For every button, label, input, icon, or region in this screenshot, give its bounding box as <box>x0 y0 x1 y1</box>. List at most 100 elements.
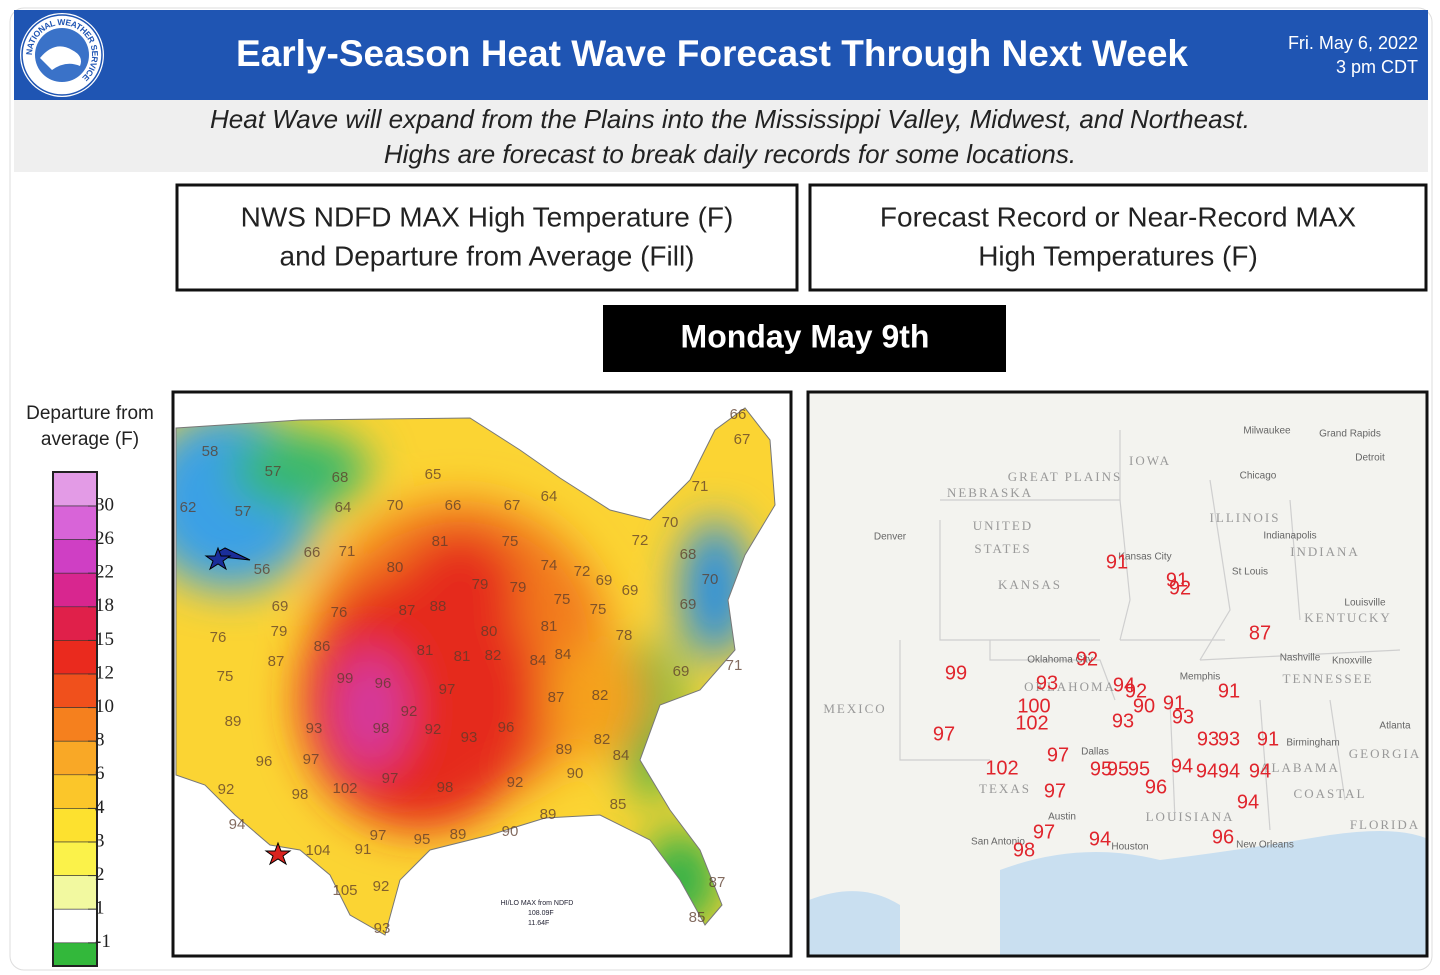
temperature-label: 72 <box>574 563 591 580</box>
date: Fri. May 6, 2022 <box>1288 33 1418 53</box>
city-label: Oklahoma City <box>1027 655 1093 666</box>
region-label: INDIANA <box>1290 544 1360 559</box>
legend-label: 22 <box>95 562 114 583</box>
temperature-label: 97 <box>303 751 320 768</box>
temperature-label: 91 <box>355 841 372 858</box>
legend-label: 3 <box>95 830 105 851</box>
temperature-label: 98 <box>437 779 454 796</box>
region-label: MEXICO <box>823 701 886 716</box>
temperature-label: 71 <box>339 543 356 560</box>
record-temperature: 91 <box>1106 551 1128 573</box>
legend-label: 1 <box>95 898 105 919</box>
time: 3 pm CDT <box>1336 57 1418 77</box>
legend-swatch <box>52 673 98 708</box>
temperature-label: 92 <box>218 781 235 798</box>
region-label: NEBRASKA <box>947 485 1033 500</box>
temperature-label: 80 <box>387 559 404 576</box>
temperature-label: 75 <box>217 668 234 685</box>
record-temperature: 93 <box>1112 710 1134 732</box>
record-temperature: 94 <box>1089 828 1111 850</box>
legend-label: 2 <box>95 864 105 885</box>
temperature-label: 56 <box>254 561 271 578</box>
record-temperature: 95 <box>1107 758 1129 780</box>
temperature-label: 84 <box>613 747 630 764</box>
map-note: 108.09F <box>528 910 554 917</box>
temperature-label: 97 <box>382 770 399 787</box>
region-label: STATES <box>974 541 1031 556</box>
temperature-label: 102 <box>332 780 357 797</box>
temperature-label: 57 <box>265 463 282 480</box>
temperature-label: 92 <box>425 721 442 738</box>
record-temperature: 102 <box>1015 712 1048 734</box>
temperature-label: 84 <box>555 646 572 663</box>
panel-title: NWS NDFD MAX High Temperature (F) <box>241 201 734 232</box>
legend-frame <box>52 471 98 967</box>
temperature-label: 81 <box>417 642 434 659</box>
record-temperature: 93 <box>1218 728 1240 750</box>
legend-title: average (F) <box>41 429 139 450</box>
temperature-label: 67 <box>734 431 751 448</box>
legend-swatch <box>52 640 98 675</box>
legend-swatch <box>52 707 98 742</box>
panel-title-box <box>808 183 1428 292</box>
temperature-label: 75 <box>590 601 607 618</box>
subtitle: Heat Wave will expand from the Plains in… <box>210 104 1250 134</box>
temperature-label: 75 <box>502 533 519 550</box>
temperature-label: 78 <box>616 627 633 644</box>
temperature-label: 97 <box>439 681 456 698</box>
map-note: 11.64F <box>528 920 549 927</box>
record-temperature: 97 <box>1033 821 1055 843</box>
temperature-label: 92 <box>401 703 418 720</box>
record-temperature: 92 <box>1125 680 1147 702</box>
temperature-label: 93 <box>374 920 391 937</box>
temperature-label: 82 <box>485 647 502 664</box>
record-temperature: 94 <box>1196 760 1218 782</box>
temperature-label: 93 <box>306 720 323 737</box>
region-label: OKLAHOMA <box>1024 679 1116 694</box>
legend-label: 26 <box>95 528 114 549</box>
record-temperature: 99 <box>945 662 967 684</box>
region-label: KENTUCKY <box>1304 610 1392 625</box>
map-note: HI/LO MAX from NDFD <box>501 900 574 907</box>
temperature-label: 87 <box>709 874 726 891</box>
subtitle: Highs are forecast to break daily record… <box>384 139 1076 169</box>
legend-swatch <box>52 471 98 507</box>
city-label: Milwaukee <box>1243 426 1291 437</box>
panel-title: High Temperatures (F) <box>978 240 1258 271</box>
temperature-label: 96 <box>375 675 392 692</box>
temperature-label: 81 <box>541 618 558 635</box>
legend-swatch <box>52 808 98 843</box>
legend-label: 6 <box>95 763 105 784</box>
region-label: ILLINOIS <box>1210 510 1281 525</box>
region-label: TENNESSEE <box>1283 671 1374 686</box>
legend-label: 10 <box>95 696 114 717</box>
temperature-label: 70 <box>387 497 404 514</box>
legend-label: -1 <box>95 931 111 952</box>
record-temperature: 98 <box>1013 839 1035 861</box>
temperature-label: 84 <box>530 652 547 669</box>
record-temperature: 91 <box>1163 692 1185 714</box>
legend-label: 18 <box>95 595 114 616</box>
temperature-label: 66 <box>445 497 462 514</box>
city-label: Chicago <box>1240 471 1277 482</box>
city-label: Birmingham <box>1286 738 1339 749</box>
city-label: Knoxville <box>1332 656 1372 667</box>
city-label: Detroit <box>1355 453 1385 464</box>
city-label: Atlanta <box>1379 721 1411 732</box>
temperature-label: 95 <box>414 831 431 848</box>
temperature-label: 90 <box>502 823 519 840</box>
temperature-label: 58 <box>202 443 219 460</box>
temperature-label: 66 <box>304 544 321 561</box>
legend-swatch <box>52 875 98 910</box>
legend: 30 26 22 18 15 12 10 8 6 4 3 2 1 -1 <box>52 471 114 967</box>
region-label: FLORIDA <box>1350 817 1420 832</box>
record-temperature: 94 <box>1171 755 1193 777</box>
temperature-label: 94 <box>229 816 246 833</box>
record-temperature: 97 <box>1044 780 1066 802</box>
temperature-label: 89 <box>540 806 557 823</box>
legend-label: 4 <box>95 797 105 818</box>
temperature-label: 81 <box>432 533 449 550</box>
city-label: Denver <box>874 532 907 543</box>
temperature-label: 74 <box>541 557 558 574</box>
